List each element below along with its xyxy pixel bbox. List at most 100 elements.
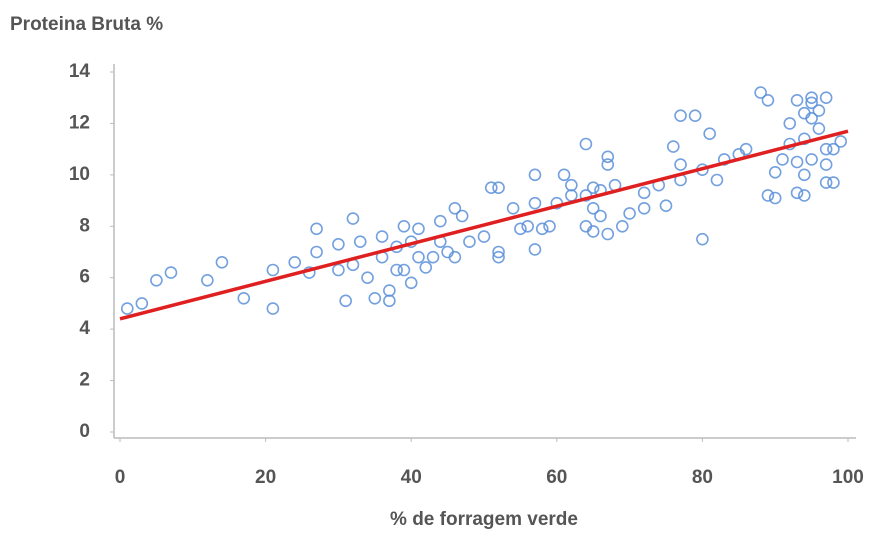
y-tick-label: 12 [69,112,90,133]
point [266,263,280,277]
point [404,276,418,290]
y-tick-label: 8 [79,215,90,236]
point [579,137,593,151]
point [528,196,542,210]
point [637,201,651,215]
point [310,245,323,259]
point [412,250,425,264]
point [565,189,578,202]
point [805,91,818,105]
point [557,168,571,182]
x-tick-label: 0 [115,467,126,488]
point [412,222,425,236]
point [805,111,818,125]
point [790,155,804,169]
point [506,201,520,215]
point [332,263,345,277]
point [201,273,214,287]
y-tick-label: 0 [79,421,90,442]
point [601,150,615,164]
point [434,214,447,228]
point [383,284,396,297]
point [805,96,818,110]
point [805,153,818,166]
x-axis-label: % de forragem verde [390,509,578,530]
point [492,181,505,195]
point [827,142,840,156]
point [521,219,534,233]
point [812,122,826,135]
x-tick-label: 100 [832,467,864,488]
point [674,109,687,123]
point [819,91,833,105]
point [426,250,440,264]
point [150,273,163,287]
point [586,201,600,215]
point [798,168,811,182]
point [790,93,804,107]
point [623,207,636,220]
point [310,222,323,236]
point [339,294,352,308]
x-tick-label: 60 [546,467,567,488]
point [448,201,462,215]
y-tick-label: 2 [79,370,90,391]
point [120,302,134,315]
point [543,219,556,233]
point [397,263,411,277]
chart-title: Proteina Bruta % [10,14,163,35]
point [761,189,775,202]
point [579,189,593,202]
point [768,165,782,179]
point [353,235,367,249]
point [812,104,826,117]
point [565,178,578,192]
point [528,168,542,182]
point [390,263,403,277]
point [819,142,833,156]
point [375,230,389,243]
point [535,222,549,236]
point [492,245,505,259]
point [798,132,811,146]
point [448,250,462,264]
point [616,219,629,233]
point [266,302,280,315]
point [419,261,433,274]
point [135,297,149,310]
point [492,250,505,264]
point [827,176,840,189]
point [739,142,753,156]
x-tick-label: 40 [401,467,422,488]
point [819,176,833,189]
point [761,93,775,107]
point [819,158,833,171]
point [455,209,469,223]
point [776,153,789,166]
point [666,140,680,153]
x-tick-label: 20 [255,467,276,488]
point [368,291,382,305]
point [703,127,716,141]
point [215,255,229,269]
y-tick-label: 4 [79,318,90,339]
point [783,117,797,130]
point [346,212,360,225]
point [586,181,600,195]
point [288,255,302,269]
point [601,227,615,241]
point [514,222,527,236]
point [594,209,607,223]
point [484,181,498,195]
point [768,191,782,205]
point [798,189,811,202]
y-tick-label: 10 [69,164,90,185]
point [688,109,702,123]
point [332,237,345,251]
point [710,173,724,187]
point [637,186,651,200]
y-tick-label: 6 [79,267,90,288]
point [717,153,731,166]
point [659,199,673,213]
